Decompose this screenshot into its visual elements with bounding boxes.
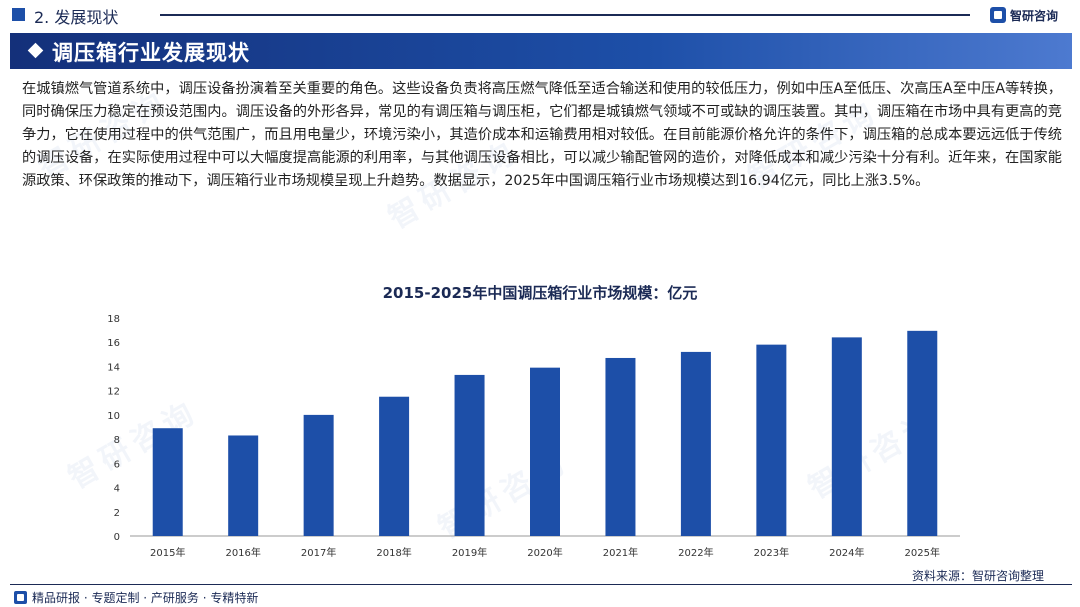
y-tick-label: 14 <box>107 362 120 373</box>
y-tick-label: 10 <box>107 411 120 422</box>
footer: 精品研报 · 专题定制 · 产研服务 · 专精特新 <box>0 584 1080 607</box>
bar <box>303 414 334 536</box>
diamond-icon <box>27 42 44 59</box>
bar-chart: 0 2 4 6 8 10 12 14 16 18 2015年 2016年 2017年 2018年 2019… <box>107 314 960 559</box>
company-logo-icon <box>14 591 27 604</box>
footer-text: 精品研报 · 专题定制 · 产研服务 · 专精特新 <box>32 591 259 605</box>
bar <box>228 435 259 536</box>
divider <box>160 14 970 16</box>
y-tick-label: 16 <box>107 338 120 349</box>
y-tick-label: 12 <box>107 387 120 398</box>
heading-banner: 调压箱行业发展现状 <box>10 33 1072 69</box>
y-tick-label: 8 <box>114 435 120 446</box>
logo: 智研咨询 <box>990 5 1058 25</box>
footer-tagline: 精品研报 · 专题定制 · 产研服务 · 专精特新 <box>14 589 258 606</box>
x-tick-label: 2015年 <box>150 546 185 559</box>
bar <box>831 337 862 536</box>
page-title: 调压箱行业发展现状 <box>52 41 250 65</box>
bar <box>605 357 636 536</box>
body-paragraph: 在城镇燃气管道系统中，调压设备扮演着至关重要的角色。这些设备负责将高压燃气降低至… <box>22 81 1062 189</box>
x-tick-label: 2022年 <box>678 546 713 559</box>
y-tick-label: 2 <box>114 508 120 519</box>
y-tick-label: 0 <box>114 532 120 543</box>
x-tick-label: 2019年 <box>452 546 487 559</box>
source-note: 资料来源：智研咨询整理 <box>911 569 1044 583</box>
bar <box>907 330 938 536</box>
y-tick-label: 6 <box>114 459 120 470</box>
x-tick-label: 2017年 <box>301 546 336 559</box>
footer-divider <box>10 584 1072 585</box>
y-tick-label: 4 <box>114 484 120 495</box>
bar <box>152 428 183 536</box>
x-tick-label: 2024年 <box>829 546 864 559</box>
section-title: 2. 发展现状 <box>34 8 119 27</box>
x-tick-label: 2020年 <box>527 546 562 559</box>
section-square-icon <box>12 8 25 21</box>
x-tick-label: 2016年 <box>225 546 260 559</box>
x-tick-label: 2018年 <box>376 546 411 559</box>
section-header: 2. 发展现状 智研咨询 <box>0 0 1080 30</box>
bar <box>680 351 711 536</box>
y-tick-label: 18 <box>107 314 120 325</box>
company-logo-icon <box>990 7 1006 23</box>
bar <box>379 396 410 536</box>
logo-text: 智研咨询 <box>1010 8 1059 23</box>
x-tick-label: 2021年 <box>603 546 638 559</box>
bar <box>454 374 485 536</box>
x-tick-label: 2025年 <box>905 546 940 559</box>
bar <box>756 344 787 536</box>
x-tick-label: 2023年 <box>754 546 789 559</box>
chart-title: 2015-2025年中国调压箱行业市场规模：亿元 <box>382 284 698 302</box>
bar <box>530 367 560 536</box>
